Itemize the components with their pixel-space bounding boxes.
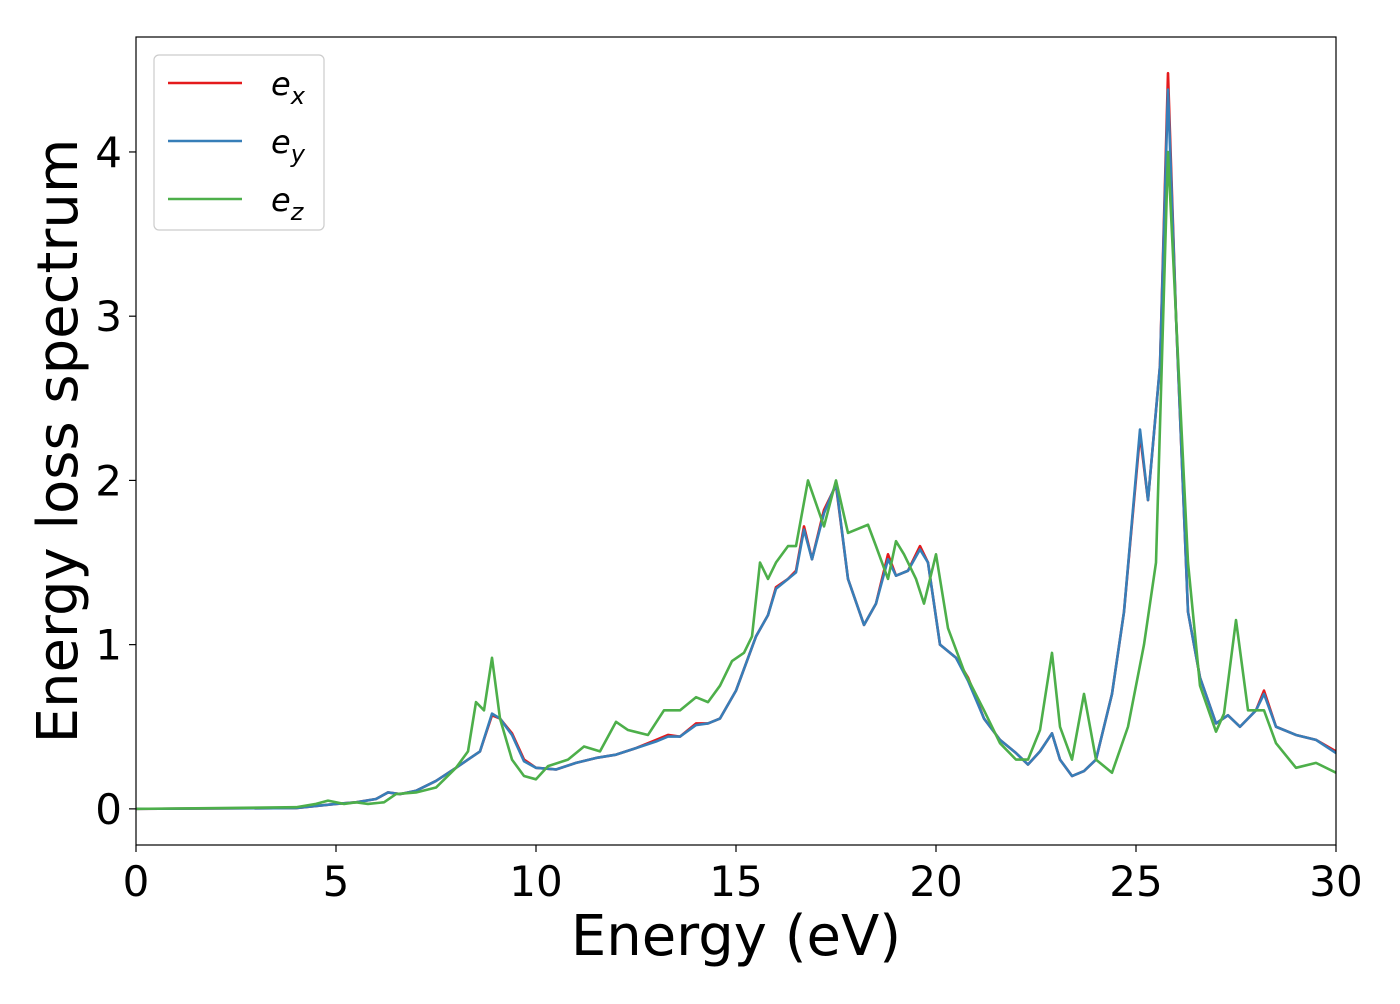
x-tick-label: 0: [123, 857, 150, 906]
x-axis: 0 5 10 15 20 25 30: [123, 845, 1363, 906]
x-axis-label: Energy (eV): [571, 904, 901, 969]
legend-item-e-z: ez: [168, 181, 305, 226]
series-layer: [136, 71, 1336, 811]
y-axis: 0 1 2 3 4: [95, 128, 136, 834]
legend-item-e-y: ey: [168, 123, 306, 168]
y-tick-label: 1: [95, 621, 122, 670]
x-tick-label: 20: [909, 857, 962, 906]
y-tick-label: 2: [95, 456, 122, 505]
legend: ex ey ez: [153, 54, 325, 231]
legend-label: ez: [271, 181, 305, 226]
x-tick-label: 25: [1109, 857, 1162, 906]
x-tick-label: 30: [1309, 857, 1362, 906]
x-tick-label: 15: [709, 857, 762, 906]
series-line-e-y: [136, 88, 1336, 811]
legend-label: ey: [271, 123, 306, 168]
x-tick-label: 10: [509, 857, 562, 906]
x-tick-label: 5: [323, 857, 350, 906]
y-axis-label: Energy loss spectrum: [26, 139, 91, 744]
legend-item-e-x: ex: [168, 65, 306, 110]
legend-label: ex: [271, 65, 306, 110]
y-tick-label: 0: [95, 785, 122, 834]
y-tick-label: 4: [95, 128, 122, 177]
y-tick-label: 3: [95, 292, 122, 341]
legend-box: [153, 54, 325, 231]
series-line-e-z: [136, 150, 1336, 811]
